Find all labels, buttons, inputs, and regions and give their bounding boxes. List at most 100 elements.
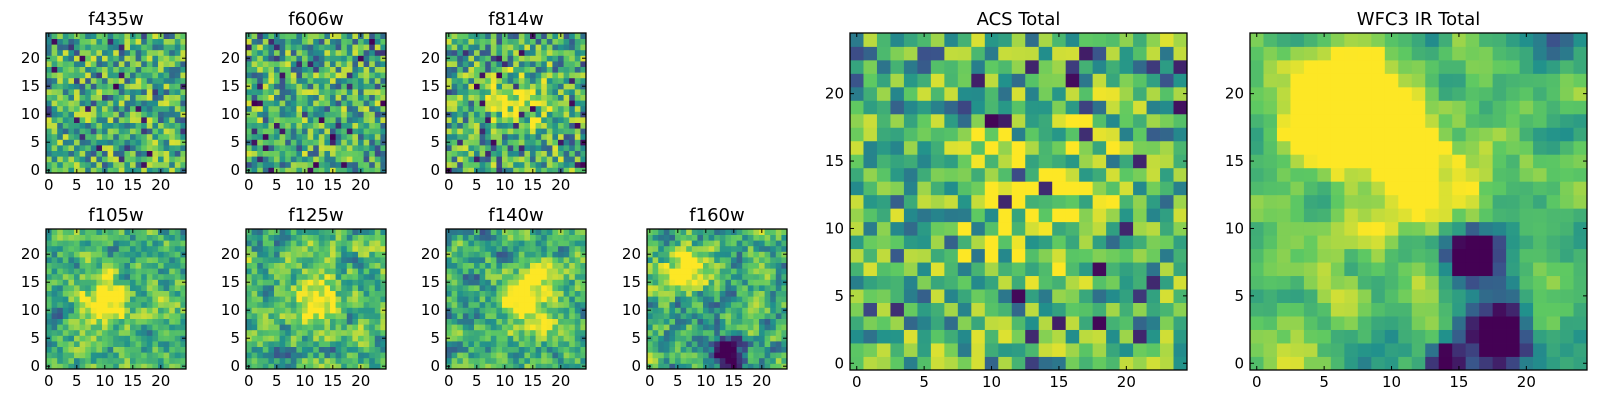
heatmap-cell [451, 105, 458, 112]
heatmap-cell [507, 156, 514, 163]
heatmap-cell [46, 128, 52, 135]
heatmap-cell [102, 111, 108, 118]
heatmap-cell [541, 72, 548, 79]
heatmap-cell [479, 100, 486, 107]
heatmap-cell [971, 221, 986, 236]
heatmap-cell [680, 357, 687, 364]
heatmap-cell [457, 77, 464, 84]
heatmap-cell [462, 167, 469, 174]
heatmap-cell [468, 229, 475, 235]
heatmap-cell [290, 167, 297, 174]
heatmap-cell [324, 257, 331, 263]
heatmap-cell [124, 285, 131, 291]
heatmap-cell [330, 156, 336, 163]
heatmap-cell [652, 251, 659, 258]
heatmap-cell [479, 89, 486, 95]
heatmap-cell [686, 285, 693, 291]
heatmap-cell [513, 145, 520, 151]
heatmap-cell [546, 49, 553, 56]
heatmap-cell [113, 245, 120, 252]
heatmap-cell [1065, 194, 1080, 209]
heatmap-cell [485, 38, 492, 45]
heatmap-cell [251, 329, 258, 336]
heatmap-cell [318, 145, 325, 151]
heatmap-cell [62, 251, 69, 258]
heatmap-cell [552, 279, 559, 286]
heatmap-cell [917, 167, 932, 182]
heatmap-cell [163, 245, 170, 252]
heatmap-cell [246, 44, 252, 51]
heatmap-cell [686, 296, 693, 303]
heatmap-cell [736, 257, 743, 263]
heatmap-cell [141, 44, 148, 51]
heatmap-cell [552, 133, 559, 140]
heatmap-cell [57, 363, 64, 370]
heatmap-cell [524, 352, 531, 359]
heatmap-cell [102, 77, 108, 84]
heatmap-cell [335, 167, 342, 174]
heatmap-cell [180, 268, 187, 275]
heatmap-cell [518, 77, 525, 84]
heatmap-cell [1052, 167, 1067, 182]
heatmap-cell [485, 111, 492, 118]
heatmap-cell [524, 290, 531, 297]
heatmap-cell [574, 156, 581, 163]
heatmap-cell [669, 285, 676, 291]
heatmap-cell [680, 290, 687, 297]
heatmap-cell [731, 352, 737, 359]
heatmap-cell [697, 234, 704, 241]
heatmap-cell [663, 273, 670, 280]
heatmap-cell [79, 268, 86, 275]
heatmap-cell [546, 145, 553, 151]
heatmap-cell [174, 111, 181, 118]
heatmap-cell [541, 38, 548, 45]
heatmap-cell [302, 150, 308, 157]
heatmap-cell [302, 139, 308, 146]
heatmap-cell [468, 262, 475, 269]
heatmap-cell [446, 324, 452, 331]
heatmap-cell [563, 335, 570, 342]
heatmap-cell [535, 229, 542, 235]
heatmap-cell [552, 77, 559, 84]
heatmap-cell [79, 33, 86, 39]
heatmap-cell [246, 89, 252, 95]
heatmap-cell [658, 285, 665, 291]
heatmap-cell [770, 324, 777, 331]
heatmap-cell [658, 335, 665, 342]
heatmap-cell [251, 229, 258, 235]
heatmap-cell [574, 161, 581, 168]
heatmap-cell [74, 251, 80, 258]
heatmap-cell [251, 251, 258, 258]
heatmap-cell [496, 262, 503, 269]
heatmap-cell [268, 357, 275, 364]
heatmap-cell [51, 329, 58, 336]
heatmap-cell [1011, 248, 1026, 263]
heatmap-cell [180, 117, 187, 123]
heatmap-cell [703, 341, 709, 347]
heatmap-cell [146, 313, 153, 319]
heatmap-cell [580, 262, 587, 269]
heatmap-cell [51, 72, 58, 79]
heatmap-cell [474, 161, 480, 168]
heatmap-cell [180, 72, 187, 79]
heatmap-cell [96, 105, 103, 112]
heatmap-cell [563, 296, 570, 303]
heatmap-cell [313, 346, 320, 353]
heatmap-cell [507, 122, 514, 129]
heatmap-cell [675, 307, 681, 314]
heatmap-cell [124, 72, 131, 79]
heatmap-cell [318, 301, 325, 308]
heatmap-cell [513, 313, 520, 319]
heatmap-cell [341, 279, 348, 286]
heatmap-cell [1133, 248, 1147, 263]
heatmap-cell [569, 262, 576, 269]
heatmap-cell [274, 240, 280, 247]
heatmap-cell [363, 279, 370, 286]
heatmap-cell [330, 44, 336, 51]
heatmap-cell [490, 161, 497, 168]
heatmap-cell [307, 94, 314, 101]
heatmap-cell [652, 324, 659, 331]
heatmap-cell [775, 290, 782, 297]
heatmap-cell [850, 154, 864, 169]
heatmap-cell [85, 94, 92, 101]
